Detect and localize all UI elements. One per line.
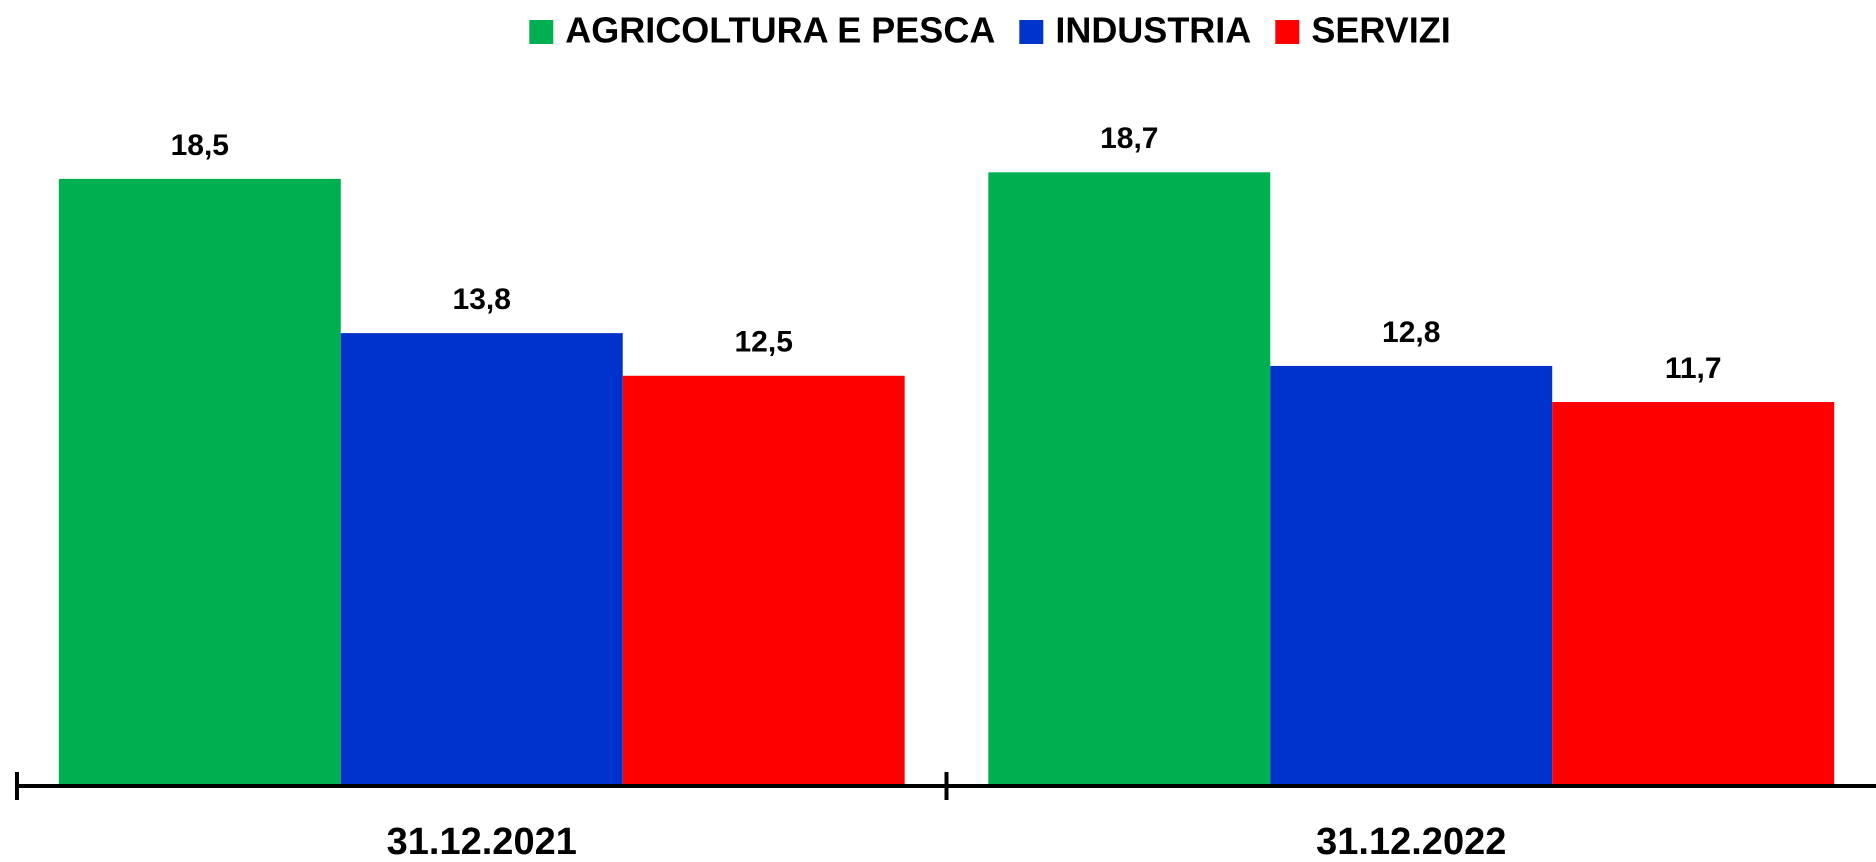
legend-swatch bbox=[1019, 20, 1044, 44]
bar bbox=[1552, 402, 1835, 786]
legend-swatch bbox=[529, 20, 554, 44]
legend-label: SERVIZI bbox=[1311, 10, 1450, 51]
legend-label: AGRICOLTURA E PESCA bbox=[565, 10, 995, 51]
value-label: 12,8 bbox=[1382, 316, 1440, 349]
value-label: 12,5 bbox=[735, 326, 793, 359]
legend-label: INDUSTRIA bbox=[1055, 10, 1251, 51]
value-label: 11,7 bbox=[1665, 352, 1722, 385]
x-tick-label: 31.12.2022 bbox=[1316, 821, 1506, 862]
value-label: 13,8 bbox=[453, 283, 511, 316]
bar bbox=[58, 178, 341, 786]
bar bbox=[340, 333, 623, 786]
bar bbox=[622, 375, 905, 786]
x-tick-label: 31.12.2021 bbox=[387, 821, 577, 862]
bar bbox=[988, 172, 1271, 787]
bar bbox=[1270, 365, 1553, 786]
legend-swatch bbox=[1275, 20, 1300, 44]
value-label: 18,7 bbox=[1100, 122, 1158, 155]
value-label: 18,5 bbox=[171, 129, 229, 162]
